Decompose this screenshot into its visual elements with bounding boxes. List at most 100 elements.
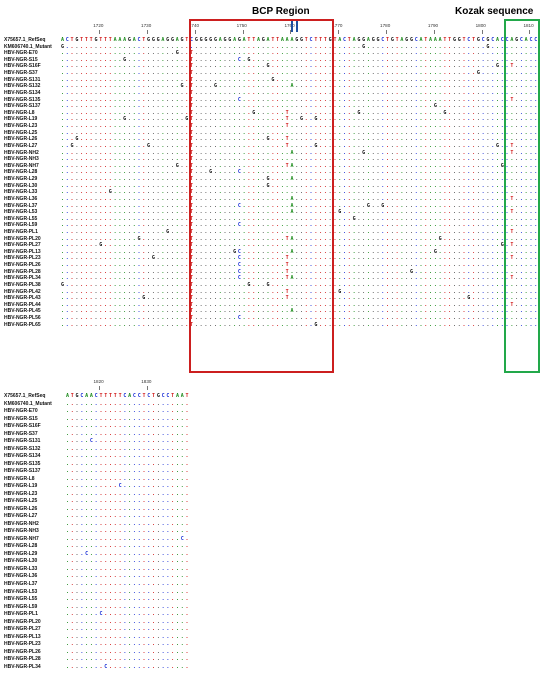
sample-base: . [305,63,308,69]
sample-base: . [410,44,413,50]
sample-base: . [133,183,136,189]
sample-base: . [333,116,336,122]
sample-base: . [496,262,499,268]
sample-base: . [529,103,532,109]
sample-base: . [310,123,313,129]
ruler-tick [147,386,149,390]
sample-base: . [94,63,97,69]
sample-base: . [137,130,140,136]
sample-base: . [209,103,212,109]
sample-base: . [104,269,107,275]
sample-base: . [515,136,518,142]
sample-base: . [429,63,432,69]
sample-base: . [439,169,442,175]
sample-base: . [396,222,399,228]
sample-base: . [410,189,413,195]
sample-name: HBV-NGR-NH2 [4,521,39,527]
sample-base: . [525,143,528,149]
sample-base: . [467,123,470,129]
sample-base: . [391,315,394,321]
sample-base: . [94,70,97,76]
sample-base: . [381,189,384,195]
sample-base: . [61,322,64,328]
sample-base: . [453,189,456,195]
sample-base: . [76,521,79,527]
sample-base: . [372,150,375,156]
sample-base: . [410,123,413,129]
sample-base: . [482,116,485,122]
sample-base: . [133,203,136,209]
sample-base: . [295,130,298,136]
sample-base: . [104,123,107,129]
sample-base: . [376,196,379,202]
sample-base: . [152,491,155,497]
sample-base: . [381,163,384,169]
sample-base: . [391,77,394,83]
sample-base: . [439,57,442,63]
sample-base: . [396,116,399,122]
sample-base: . [281,130,284,136]
sample-base: . [415,63,418,69]
sample-base: . [491,315,494,321]
sample-base: . [400,90,403,96]
sample-base: . [80,183,83,189]
sample-base: . [166,123,169,129]
sample-base: . [472,169,475,175]
ref-base: C [381,37,384,43]
sample-base: . [224,136,227,142]
sample-base: . [157,57,160,63]
ref-base: A [367,37,370,43]
sample-base: . [372,110,375,116]
sample-base: . [338,44,341,50]
sample-base: . [99,63,102,69]
sample-base: . [372,123,375,129]
sample-base: . [152,461,155,467]
sample-base: . [238,143,241,149]
sample-base: . [152,423,155,429]
sample-base: T [190,110,193,116]
sample-base: . [353,123,356,129]
sample-base: . [439,50,442,56]
sample-base: . [85,476,88,482]
sample-base: . [353,116,356,122]
sample-base: . [171,282,174,288]
sample-base: . [310,150,313,156]
sample-base: . [94,275,97,281]
sample-base: . [357,63,360,69]
sample-base: . [104,236,107,242]
sample-base: . [85,269,88,275]
sample-base: . [99,77,102,83]
sample-base: . [166,453,169,459]
sample-base: . [453,57,456,63]
sample-base: . [486,57,489,63]
sample-base: . [429,176,432,182]
sample-base: . [443,70,446,76]
sample-name: HBV-NGR-E70 [4,408,38,414]
sample-base: . [181,491,184,497]
sample-base: . [123,513,126,519]
sample-base: . [185,103,188,109]
sample-base: . [71,315,74,321]
sample-base: . [75,123,78,129]
sample-base: . [142,196,145,202]
sample-base: . [381,77,384,83]
sample-base: . [486,308,489,314]
sample-base: . [396,282,399,288]
sample-base: . [410,103,413,109]
sample-base: . [166,209,169,215]
sample-base: . [443,322,446,328]
ruler-tick [99,30,101,34]
sample-base: . [157,302,160,308]
sample-base: . [94,203,97,209]
sample-base: . [314,97,317,103]
sample-base: . [114,431,117,437]
sample-base: T [190,123,193,129]
sample-base: . [467,103,470,109]
sample-base: . [138,483,141,489]
sample-base: . [295,90,298,96]
ref-base: G [76,393,79,399]
sample-base: . [300,44,303,50]
sample-base: . [243,44,246,50]
sample-base: . [348,209,351,215]
sample-base: . [80,236,83,242]
